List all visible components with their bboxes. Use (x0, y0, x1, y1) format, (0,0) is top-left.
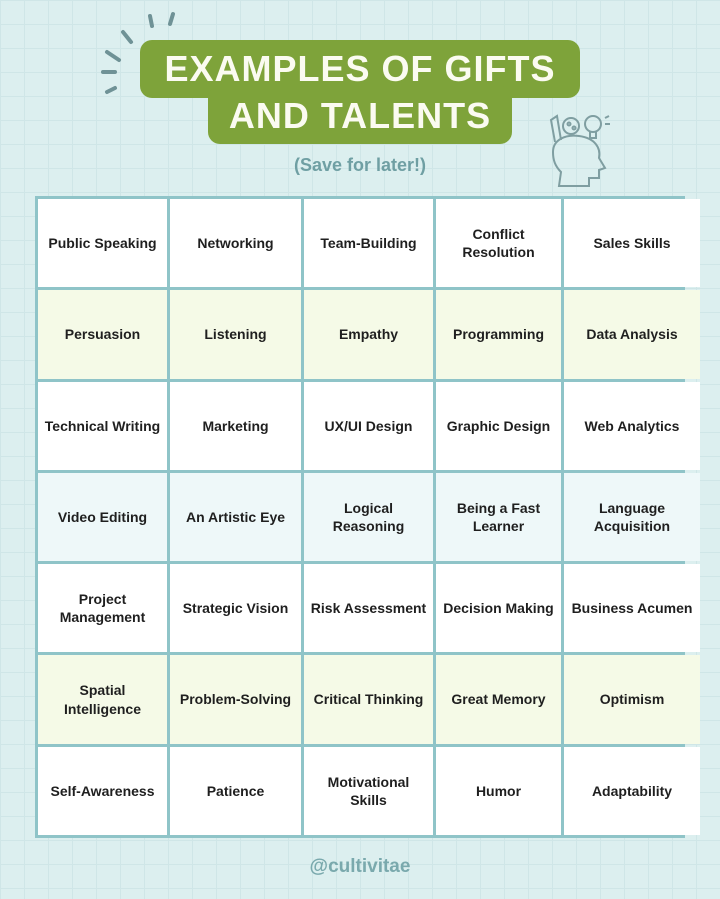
talents-grid: Public Speaking Networking Team-Building Co… (35, 196, 700, 838)
grid-cell: Being a Fast Learner (436, 472, 561, 562)
footer-handle: @cultivitae (309, 856, 411, 877)
grid-cell: Networking (170, 199, 301, 288)
grid-cell: Marketing (170, 381, 301, 470)
head-ideas-icon (549, 114, 610, 187)
grid-cell: Optimism (564, 655, 700, 744)
title-banner: EXAMPLES OF GIFTS AND TALENTS (140, 40, 580, 144)
grid-cell: Sales Skills (564, 199, 700, 288)
grid-cell: Adaptability (564, 746, 700, 835)
grid-cell: Business Acumen (564, 564, 700, 653)
grid-cell: Humor (436, 746, 561, 835)
grid-cell: Public Speaking (38, 199, 167, 288)
subtitle: (Save for later!) (293, 155, 427, 175)
grid-cell: Listening (170, 290, 301, 379)
sparkle-rays-icon (101, 12, 175, 94)
grid-cell: Critical Thinking (304, 655, 433, 744)
grid-cell: Data Analysis (564, 290, 700, 379)
grid-cell: Project Management (38, 564, 167, 653)
grid-cell: Programming (436, 290, 561, 379)
grid-cell: Self-Awareness (38, 746, 167, 835)
grid-cell: Strategic Vision (170, 564, 301, 653)
grid-cell: Video Editing (38, 472, 167, 562)
title-line-2: AND TALENTS (228, 95, 492, 136)
grid-cell: UX/UI Design (304, 381, 433, 470)
grid-cell: Language Acquisition (564, 472, 700, 562)
grid-cell: Risk Assessment (304, 564, 433, 653)
grid-cell: Spatial Intelligence (38, 655, 167, 744)
grid-cell: Conflict Resolution (436, 199, 561, 288)
title-line-1: EXAMPLES OF GIFTS (164, 48, 556, 89)
grid-cell: Persuasion (38, 290, 167, 379)
grid-cell: Web Analytics (564, 381, 700, 470)
grid-cell: Motivational Skills (304, 746, 433, 835)
grid-cell: Decision Making (436, 564, 561, 653)
grid-cell: Empathy (304, 290, 433, 379)
grid-cell: Problem-Solving (170, 655, 301, 744)
grid-cell: Patience (170, 746, 301, 835)
grid-cell: Team-Building (304, 199, 433, 288)
grid-cell: Graphic Design (436, 381, 561, 470)
grid-cell: Great Memory (436, 655, 561, 744)
grid-cell: Technical Writing (38, 381, 167, 470)
grid-cell: Logical Reasoning (304, 472, 433, 562)
grid-cell: An Artistic Eye (170, 472, 301, 562)
